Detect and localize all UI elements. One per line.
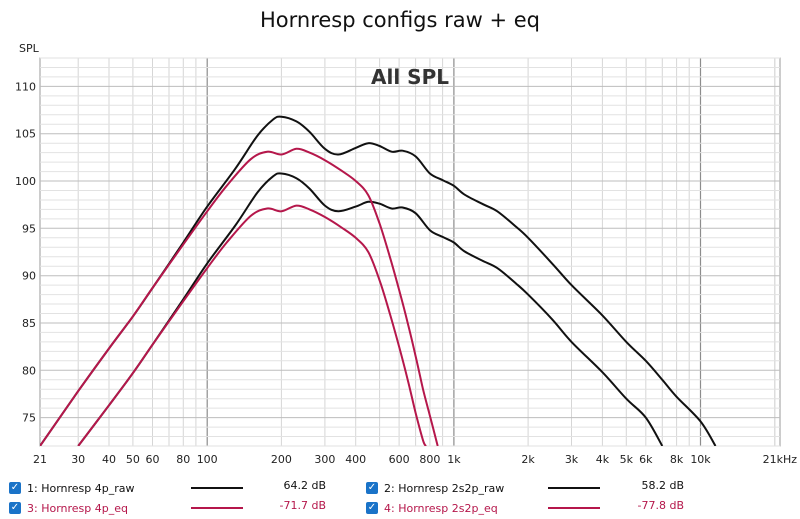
checkbox-checked-icon[interactable]: ✓: [366, 502, 378, 514]
legend-swatch: [191, 487, 243, 489]
y-tick-label: 110: [15, 80, 36, 93]
legend-swatch: [548, 507, 600, 509]
legend-swatch: [191, 507, 243, 509]
legend-value: 58.2 dB: [641, 479, 684, 492]
y-tick-label: 100: [15, 175, 36, 188]
legend-label: 4: Hornresp 2s2p_eq: [384, 501, 498, 515]
legend: ✓ 1: Hornresp 4p_raw 64.2 dB ✓ 2: Hornre…: [0, 474, 800, 519]
legend-label: 3: Hornresp 4p_eq: [27, 501, 128, 515]
x-tick-label: 40: [102, 453, 116, 466]
y-tick-label: 75: [22, 412, 36, 425]
series-line-4: [77, 204, 427, 446]
legend-label: 2: Hornresp 2s2p_raw: [384, 481, 505, 495]
x-tick-label: 800: [419, 453, 440, 466]
x-tick-label: 8k: [670, 453, 684, 466]
x-tick-labels: 21 30 40 50 60 80 100 200 300 400 600 800 1k 2k 3k 4k 5k…: [33, 453, 797, 466]
frequency-response-chart[interactable]: 21 30 40 50 60 80 100 200 300 400 600 800 1k 2k 3k 4k 5k…: [0, 0, 800, 474]
x-tick-label: 100: [197, 453, 218, 466]
all-spl-annotation: All SPL: [371, 65, 449, 89]
y-tick-label: 90: [22, 270, 36, 283]
series-line-1: [40, 115, 717, 446]
x-tick-label: 80: [176, 453, 190, 466]
y-tick-label: 80: [22, 364, 36, 377]
series-line-3: [40, 147, 439, 446]
legend-value: -77.8 dB: [637, 499, 685, 512]
series-line-2: [77, 172, 664, 446]
legend-swatch: [548, 487, 600, 489]
checkbox-checked-icon[interactable]: ✓: [9, 482, 21, 494]
legend-item-4p-raw[interactable]: ✓ 1: Hornresp 4p_raw: [9, 479, 135, 497]
x-tick-label: 5k: [620, 453, 634, 466]
x-tick-label: 60: [146, 453, 160, 466]
y-tick-label: 85: [22, 317, 36, 330]
x-tick-label: 6k: [639, 453, 653, 466]
y-tick-label: 95: [22, 222, 36, 235]
x-tick-label: 3k: [565, 453, 579, 466]
legend-value: -71.7 dB: [279, 499, 327, 512]
y-axis-label: SPL: [19, 42, 39, 55]
plot-area: [39, 57, 781, 447]
y-tick-labels: 75 80 85 90 95 100 105 110: [15, 80, 36, 424]
x-tick-label: 50: [126, 453, 140, 466]
x-tick-label: 1k: [447, 453, 461, 466]
legend-item-2s2p-eq[interactable]: ✓ 4: Hornresp 2s2p_eq: [366, 499, 498, 517]
y-tick-label: 105: [15, 128, 36, 141]
x-tick-label: 21kHz: [763, 453, 798, 466]
legend-item-2s2p-raw[interactable]: ✓ 2: Hornresp 2s2p_raw: [366, 479, 504, 497]
x-tick-label: 21: [33, 453, 47, 466]
x-tick-label: 200: [271, 453, 292, 466]
chart-title: Hornresp configs raw + eq: [259, 8, 540, 32]
x-tick-label: 600: [389, 453, 410, 466]
legend-value: 64.2 dB: [283, 479, 326, 492]
x-tick-label: 400: [345, 453, 366, 466]
checkbox-checked-icon[interactable]: ✓: [9, 502, 21, 514]
x-tick-label: 2k: [521, 453, 535, 466]
series-lines: [40, 115, 717, 446]
x-tick-label: 4k: [596, 453, 610, 466]
legend-item-4p-eq[interactable]: ✓ 3: Hornresp 4p_eq: [9, 499, 128, 517]
legend-label: 1: Hornresp 4p_raw: [27, 481, 135, 495]
x-tick-label: 10k: [690, 453, 711, 466]
checkbox-checked-icon[interactable]: ✓: [366, 482, 378, 494]
x-tick-label: 30: [71, 453, 85, 466]
x-tick-label: 300: [314, 453, 335, 466]
